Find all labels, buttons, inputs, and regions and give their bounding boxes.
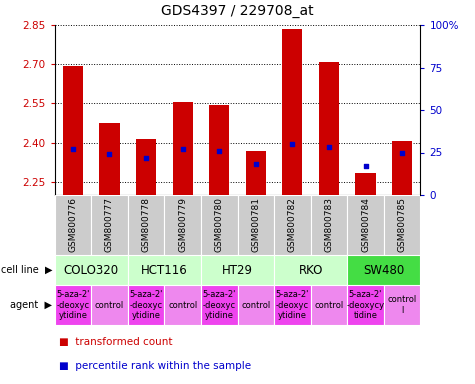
Text: SW480: SW480	[363, 263, 404, 276]
Bar	[274, 255, 347, 285]
Text: GSM800782: GSM800782	[288, 197, 297, 252]
Point	[216, 148, 223, 154]
Bar	[128, 255, 201, 285]
Bar	[55, 195, 91, 255]
Text: GSM800781: GSM800781	[251, 197, 260, 253]
Bar	[347, 285, 384, 325]
Point	[362, 163, 370, 169]
Text: ■  percentile rank within the sample: ■ percentile rank within the sample	[59, 361, 251, 371]
Bar	[201, 285, 238, 325]
Bar	[201, 195, 238, 255]
Bar	[282, 29, 303, 195]
Point	[179, 146, 186, 152]
Text: cell line  ▶: cell line ▶	[1, 265, 52, 275]
Bar	[384, 285, 420, 325]
Bar	[128, 195, 164, 255]
Text: control: control	[241, 301, 270, 310]
Bar	[319, 61, 339, 195]
Text: control: control	[95, 301, 124, 310]
Bar	[55, 255, 128, 285]
Bar	[128, 285, 164, 325]
Bar	[172, 102, 193, 195]
Text: 5-aza-2'
-deoxyc
ytidine: 5-aza-2' -deoxyc ytidine	[276, 290, 309, 320]
Bar	[311, 195, 347, 255]
Point	[69, 146, 77, 152]
Bar	[274, 285, 311, 325]
Bar	[63, 66, 83, 195]
Bar	[91, 195, 128, 255]
Text: GSM800778: GSM800778	[142, 197, 151, 253]
Bar	[274, 195, 311, 255]
Point	[105, 151, 113, 157]
Bar	[355, 173, 376, 195]
Point	[252, 161, 259, 167]
Text: GSM800777: GSM800777	[105, 197, 114, 253]
Text: agent  ▶: agent ▶	[10, 300, 52, 310]
Point	[325, 144, 332, 151]
Text: GDS4397 / 229708_at: GDS4397 / 229708_at	[161, 4, 314, 18]
Text: GSM800779: GSM800779	[178, 197, 187, 253]
Bar	[392, 141, 412, 195]
Bar	[136, 139, 156, 195]
Bar	[91, 285, 128, 325]
Text: GSM800776: GSM800776	[68, 197, 77, 253]
Text: GSM800783: GSM800783	[324, 197, 333, 253]
Bar	[238, 195, 274, 255]
Text: HCT116: HCT116	[141, 263, 188, 276]
Text: GSM800780: GSM800780	[215, 197, 224, 253]
Text: ■  transformed count: ■ transformed count	[59, 336, 173, 346]
Bar	[164, 285, 201, 325]
Text: 5-aza-2'
-deoxyc
ytidine: 5-aza-2' -deoxyc ytidine	[202, 290, 236, 320]
Bar	[347, 255, 420, 285]
Bar	[164, 195, 201, 255]
Text: 5-aza-2'
-deoxyc
ytidine: 5-aza-2' -deoxyc ytidine	[129, 290, 163, 320]
Bar	[55, 285, 91, 325]
Text: GSM800785: GSM800785	[398, 197, 407, 253]
Text: 5-aza-2'
-deoxycy
tidine: 5-aza-2' -deoxycy tidine	[346, 290, 385, 320]
Point	[142, 154, 150, 161]
Bar	[384, 195, 420, 255]
Bar	[347, 195, 384, 255]
Text: control: control	[314, 301, 343, 310]
Bar	[311, 285, 347, 325]
Bar	[201, 255, 274, 285]
Text: RKO: RKO	[298, 263, 323, 276]
Bar	[209, 105, 229, 195]
Bar	[246, 151, 266, 195]
Text: GSM800784: GSM800784	[361, 197, 370, 252]
Text: HT29: HT29	[222, 263, 253, 276]
Text: 5-aza-2'
-deoxyc
ytidine: 5-aza-2' -deoxyc ytidine	[56, 290, 90, 320]
Text: control
l: control l	[388, 295, 417, 315]
Point	[289, 141, 296, 147]
Text: COLO320: COLO320	[64, 263, 119, 276]
Bar	[99, 123, 120, 195]
Text: control: control	[168, 301, 197, 310]
Bar	[238, 285, 274, 325]
Point	[398, 149, 406, 156]
